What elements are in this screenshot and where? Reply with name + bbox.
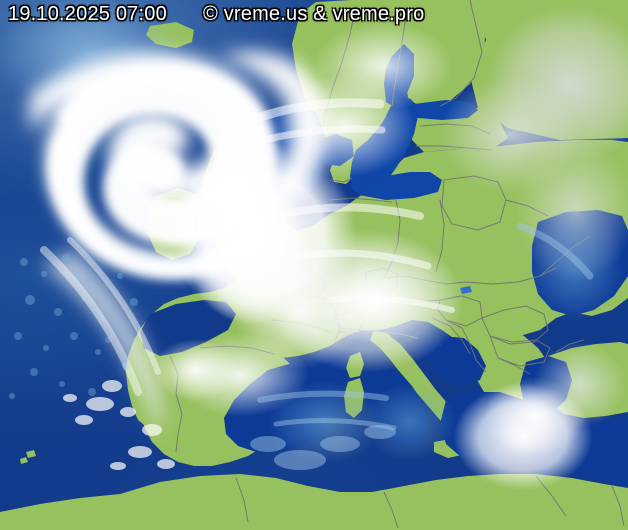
date-time-stamp: 19.10.2025 07:00	[8, 3, 167, 25]
border-africa-4	[611, 485, 625, 527]
land-corsica	[346, 352, 364, 378]
land-azores-speck	[26, 450, 36, 458]
copyright-notice: © vreme.us & vreme.pro	[203, 3, 425, 25]
land-north-africa	[0, 474, 628, 530]
border-africa-1	[235, 477, 249, 523]
border-africa-2	[383, 491, 399, 529]
land-sardinia	[344, 378, 364, 418]
land-atlantic-speck-2	[20, 457, 28, 464]
